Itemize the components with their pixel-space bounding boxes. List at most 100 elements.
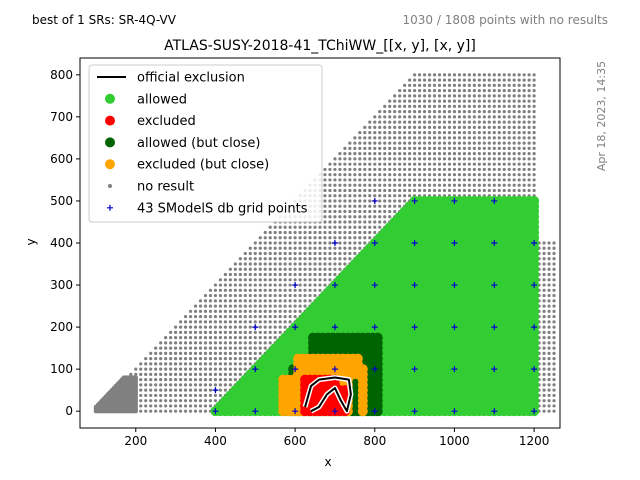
no-result-point [343, 257, 347, 261]
no-result-point [203, 320, 208, 324]
no-result-point [482, 73, 486, 77]
no-result-point [427, 141, 432, 145]
no-result-point [512, 78, 516, 82]
no-result-point [253, 288, 257, 292]
no-result-point [432, 78, 437, 82]
no-result-point [303, 272, 307, 277]
no-result-point [159, 388, 163, 392]
no-result-point [288, 309, 292, 313]
no-result-point [328, 204, 332, 208]
no-result-point [432, 83, 437, 87]
no-result-point [358, 183, 362, 187]
no-result-point [378, 188, 382, 193]
no-result-point [532, 157, 536, 161]
no-result-point [273, 236, 277, 240]
no-result-point [268, 293, 272, 298]
no-result-point [333, 230, 337, 235]
no-result-point [388, 152, 392, 156]
no-result-point [462, 99, 466, 103]
no-result-point [547, 399, 551, 403]
no-result-point [442, 99, 447, 103]
legend-plus-swatch [107, 204, 113, 211]
no-result-point [273, 246, 277, 250]
no-result-point [198, 346, 203, 350]
no-result-point [522, 183, 526, 187]
no-result-point [522, 120, 526, 124]
no-result-point [427, 146, 432, 150]
no-result-point [288, 241, 292, 245]
no-result-point [313, 241, 317, 245]
no-result-point [417, 99, 422, 103]
no-result-point [228, 383, 232, 387]
no-result-point [283, 309, 287, 313]
no-result-point [512, 173, 516, 177]
no-result-point [169, 399, 173, 403]
no-result-point [482, 88, 486, 93]
no-result-point [552, 388, 556, 392]
no-result-point [527, 104, 531, 108]
no-result-point [477, 162, 481, 166]
no-result-point [223, 336, 227, 340]
no-result-point [343, 178, 347, 182]
no-result-point [273, 283, 277, 287]
no-result-point [253, 341, 257, 345]
no-result-point [437, 146, 442, 150]
no-result-point [333, 178, 337, 182]
no-result-point [298, 278, 302, 282]
no-result-point [512, 88, 516, 93]
no-result-point [288, 314, 292, 319]
no-result-point [542, 372, 546, 376]
no-result-point [203, 325, 208, 329]
no-result-point [378, 131, 382, 135]
no-result-point [482, 110, 486, 114]
no-result-point [422, 115, 427, 119]
no-result-point [183, 399, 188, 403]
no-result-point [308, 293, 312, 298]
no-result-point [333, 272, 337, 277]
no-result-point [343, 157, 347, 161]
no-result-point [388, 199, 392, 203]
no-result-point [308, 246, 312, 250]
no-result-point [338, 173, 342, 177]
no-result-point [203, 388, 208, 392]
no-result-point [174, 346, 178, 350]
no-result-point [507, 110, 511, 114]
no-result-point [183, 404, 188, 408]
no-result-point [422, 141, 427, 145]
no-result-point [233, 346, 237, 350]
no-result-point [343, 188, 347, 193]
no-result-point [383, 220, 387, 224]
no-result-point [283, 230, 287, 235]
db-grid-point [451, 366, 458, 373]
no-result-point [144, 372, 148, 376]
no-result-point [442, 94, 447, 98]
no-result-point [178, 330, 183, 334]
no-result-point [542, 357, 546, 361]
no-result-point [447, 136, 452, 140]
no-result-point [447, 157, 452, 161]
no-result-point [253, 267, 257, 271]
no-result-point [457, 88, 462, 93]
no-result-point [517, 120, 521, 124]
no-result-point [348, 157, 352, 161]
no-result-point [134, 367, 138, 371]
no-result-point [243, 346, 247, 350]
no-result-point [378, 146, 382, 150]
no-result-point [517, 78, 521, 82]
no-result-point [373, 167, 377, 172]
no-result-point [383, 131, 387, 135]
no-result-point [492, 94, 496, 98]
no-result-point [502, 173, 506, 177]
db-grid-point [491, 408, 498, 415]
no-result-point [228, 304, 232, 308]
no-result-point [492, 167, 496, 172]
no-result-point [198, 325, 203, 329]
no-result-point [213, 362, 218, 366]
no-result-point [462, 152, 466, 156]
no-result-point [323, 236, 327, 240]
no-result-point [472, 178, 476, 182]
no-result-point [502, 73, 506, 77]
no-result-point [497, 125, 501, 129]
no-result-point [193, 336, 198, 340]
no-result-point [213, 283, 218, 287]
